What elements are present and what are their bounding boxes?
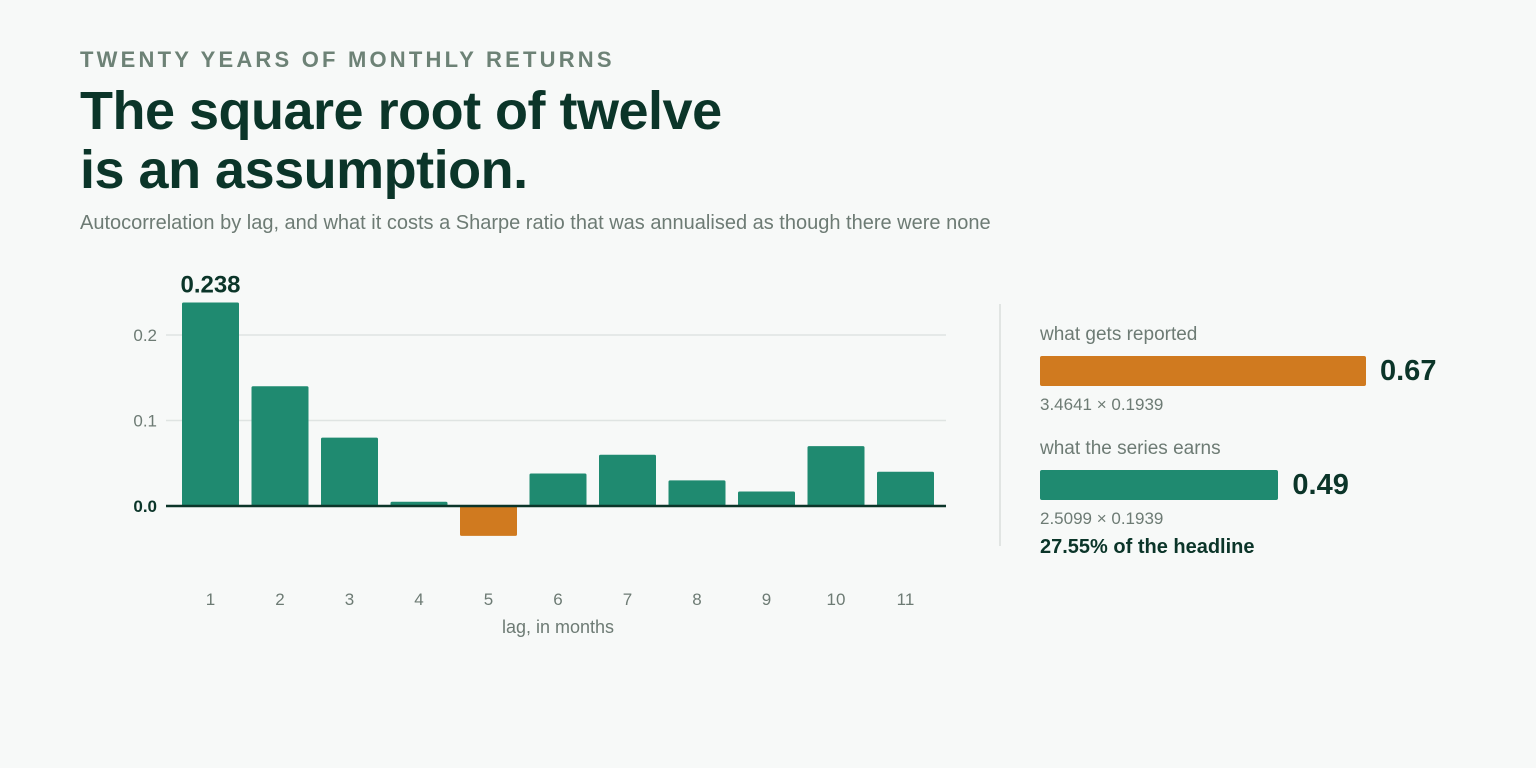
- x-tick-label: 2: [275, 590, 284, 609]
- bar-lag-5: [460, 506, 517, 536]
- earned-bar-row: 0.49: [1040, 468, 1500, 504]
- bar-lag-9: [738, 491, 795, 506]
- reported-formula: 3.4641 × 0.1939: [1040, 395, 1164, 414]
- x-tick-label: 4: [414, 590, 423, 609]
- headline-line-2: is an assumption.: [80, 140, 528, 200]
- sharpe-comparison-panel: what gets reported 0.67 3.4641 × 0.1939 …: [1040, 322, 1500, 559]
- x-tick-label: 1: [206, 590, 215, 609]
- earned-label: what the series earns: [1040, 438, 1221, 459]
- max-bar-data-label: 0.238: [180, 272, 240, 299]
- bar-lag-2: [251, 386, 309, 506]
- headline-line-1: The square root of twelve: [80, 81, 722, 141]
- reported-bar: [1040, 356, 1366, 386]
- bar-lag-3: [321, 437, 378, 506]
- reported-value: 0.67: [1380, 355, 1437, 387]
- x-tick-label: 6: [553, 590, 562, 609]
- earned-value: 0.49: [1292, 469, 1349, 501]
- headline: The square root of twelve is an assumpti…: [80, 82, 722, 200]
- earned-formula: 2.5099 × 0.1939: [1040, 509, 1164, 528]
- x-tick-label: 11: [897, 590, 915, 609]
- bar-lag-7: [599, 454, 656, 506]
- x-tick-label: 9: [762, 590, 771, 609]
- x-tick-label: 10: [827, 590, 846, 609]
- x-tick-label: 5: [484, 590, 493, 609]
- kicker: TWENTY YEARS OF MONTHLY RETURNS: [80, 47, 615, 72]
- x-tick-label: 3: [345, 590, 354, 609]
- subtitle: Autocorrelation by lag, and what it cost…: [80, 212, 991, 234]
- y-tick-label: 0.1: [133, 412, 157, 431]
- headline-share-note: 27.55% of the headline: [1040, 536, 1255, 558]
- bar-lag-6: [529, 473, 587, 506]
- reported-bar-row: 0.67: [1040, 354, 1500, 390]
- y-tick-label: 0.0: [133, 497, 157, 516]
- autocorrelation-bar-chart: 0.0 0.1 0.2 1 2 3 4 5 6 7 8 9 10 11 0.238 lag, in month…: [133, 272, 946, 637]
- bar-lag-10: [807, 446, 865, 506]
- x-axis-label: lag, in months: [502, 617, 614, 637]
- bar-lag-11: [877, 471, 934, 506]
- y-tick-label: 0.2: [133, 326, 157, 345]
- x-tick-label: 8: [692, 590, 701, 609]
- bar-lag-8: [668, 480, 726, 506]
- panel-divider: [999, 304, 1001, 546]
- x-tick-label: 7: [623, 590, 632, 609]
- earned-bar: [1040, 470, 1279, 500]
- reported-label: what gets reported: [1040, 324, 1198, 345]
- bar-lag-1: [182, 302, 239, 506]
